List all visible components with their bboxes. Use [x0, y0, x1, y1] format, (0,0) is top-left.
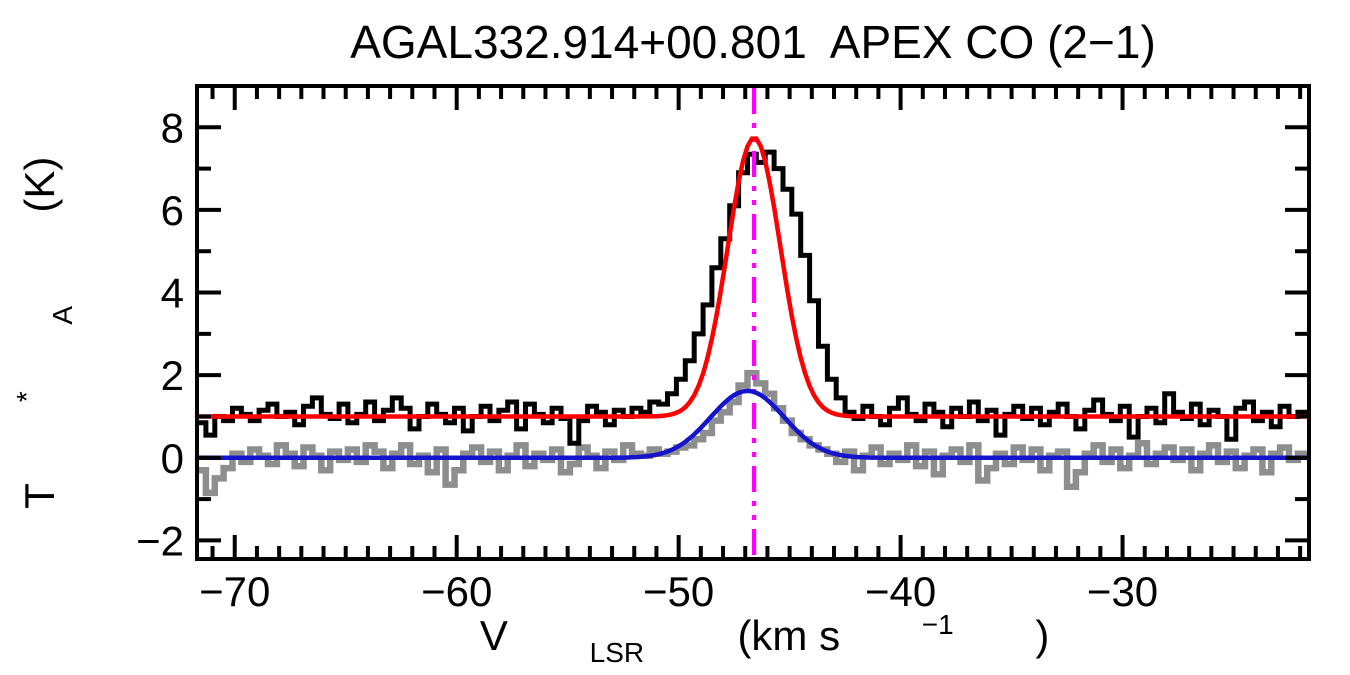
x-tick-label: −40 [865, 568, 936, 615]
y-tick-label: 2 [161, 352, 184, 399]
gaussian-fit-red [194, 136, 1310, 419]
y-axis-label-sub: A [47, 306, 78, 325]
plot-title: AGAL332.914+00.801 APEX CO (2−1) [350, 16, 1156, 68]
y-tick-label: 6 [161, 187, 184, 234]
y-tick-label: −2 [136, 517, 184, 564]
x-axis-label-main: V [480, 612, 508, 659]
y-tick-label: 8 [161, 104, 184, 151]
x-tick-label: −50 [643, 568, 714, 615]
y-tick-label: 4 [161, 270, 184, 317]
spectrum-black [197, 149, 1309, 446]
x-axis-label-sub: LSR [590, 637, 644, 668]
x-tick-label: −60 [421, 568, 492, 615]
gaussian-fit-blue [194, 388, 1310, 461]
plot-area: −70 −60 −50 −40 −30 −2 0 2 4 6 8 [136, 84, 1311, 615]
y-axis-label: T * A (K) [0, 98, 81, 590]
x-axis-label-unit: (km s [726, 612, 840, 659]
x-tick-label: −70 [199, 568, 270, 615]
y-tick-label: 0 [161, 435, 184, 482]
y-axis-label-unit: (K) [16, 157, 63, 225]
x-axis-label-exponent: −1 [922, 609, 954, 640]
y-axis-label-sup: * [11, 391, 42, 402]
x-tick-label: −30 [1087, 568, 1158, 615]
x-axis-label: V LSR (km s −1 ) [398, 596, 1108, 671]
y-axis-label-main: T [16, 484, 63, 509]
axis-frame [195, 84, 1311, 561]
spectrum-gray [197, 369, 1309, 497]
x-axis-label-close: ) [1035, 612, 1049, 659]
